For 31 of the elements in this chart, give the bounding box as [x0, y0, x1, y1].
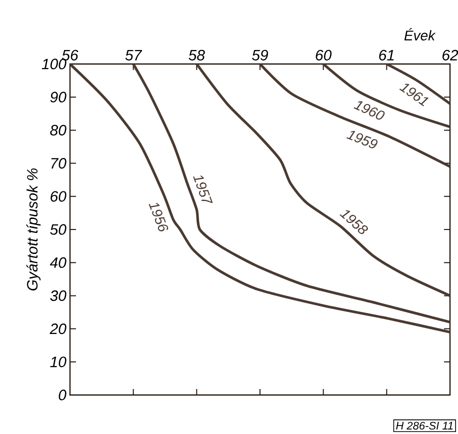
y-tick-label: 60: [50, 191, 66, 202]
y-axis-title: Gyártott típusok %: [26, 168, 41, 290]
x-tick-label: 61: [379, 50, 394, 60]
line-series: [132, 64, 450, 324]
y-tick-label: 80: [50, 124, 66, 136]
text: H 286-SI 11: [396, 422, 453, 430]
y-tick-label: 100: [42, 58, 66, 70]
y-tick-label: 10: [50, 356, 66, 368]
y-tick-label: 20: [50, 323, 66, 334]
text: 1959: [346, 130, 378, 148]
y-tick-label: 90: [50, 92, 66, 102]
text: 1960: [354, 101, 385, 120]
x-tick-label: 56: [62, 50, 78, 60]
text: 1961: [399, 84, 428, 106]
x-tick-label: 62: [442, 50, 458, 60]
x-axis-title: Évek: [404, 28, 436, 40]
y-tick-label: 70: [51, 158, 66, 169]
line-series: [258, 64, 450, 168]
text: 1957: [193, 176, 213, 203]
x-tick-label: 57: [125, 50, 142, 60]
y-tick-label: 40: [50, 257, 66, 268]
x-tick-label: 59: [252, 50, 268, 60]
line-series: [70, 64, 450, 334]
y-tick-label: 30: [50, 290, 66, 302]
y-tick-label: 0: [58, 390, 66, 400]
text: 1956: [148, 203, 168, 232]
x-tick-label: 58: [188, 50, 205, 60]
line-series: [195, 64, 450, 297]
x-tick-label: 60: [316, 50, 332, 60]
line-series: [322, 64, 450, 128]
y-tick-label: 50: [50, 224, 66, 235]
